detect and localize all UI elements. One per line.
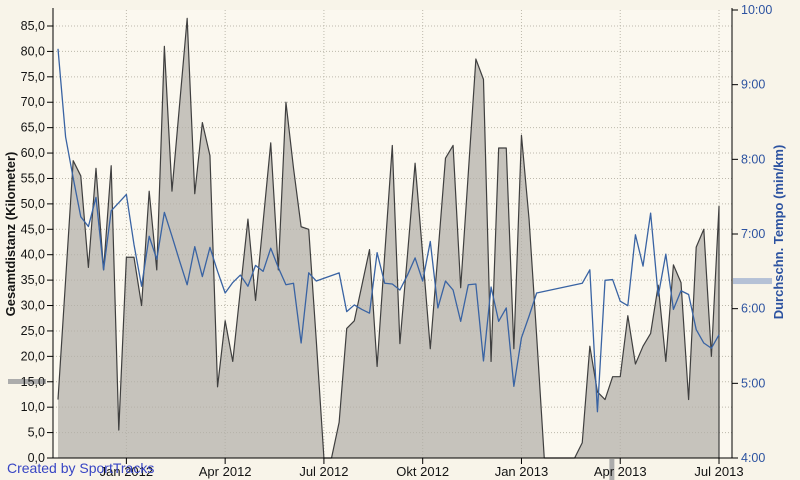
left-tick-label: 40,0 [21,248,45,262]
axes [47,8,738,464]
right-axis-marker [733,278,772,285]
right-tick-label: 9:00 [741,78,765,92]
left-tick-label: 10,0 [21,400,45,414]
x-tick-label: Apr 2012 [199,464,252,479]
x-tick-label: Apr 2013 [594,464,647,479]
left-tick-label: 35,0 [21,273,45,287]
right-tick-label: 4:00 [741,451,765,465]
left-tick-label: 60,0 [21,146,45,160]
left-tick-label: 75,0 [21,70,45,84]
distance-area-series [57,17,720,459]
left-axis-marker [8,379,46,385]
left-tick-label: 0,0 [28,451,45,465]
x-tick-label: Jan 2012 [100,464,154,479]
x-tick-label: Okt 2012 [396,464,449,479]
left-tick-label: 85,0 [21,19,45,33]
left-tick-label: 30,0 [21,299,45,313]
left-tick-label: 50,0 [21,197,45,211]
tick-labels: 0,0 5,0 10,0 15,0 20,0 25,0 30,0 35,0 40,0 45,0 50… [21,3,773,479]
x-axis-marker [609,459,615,480]
watermark: Created by SportTracks [7,460,155,476]
right-axis-title: Durchschn. Tempo (min/km) [771,145,786,320]
x-tick-label: Jul 2013 [694,464,743,479]
distance-area-fill [58,18,719,459]
distance-area-outline [57,17,720,459]
right-tick-label: 7:00 [741,227,765,241]
left-tick-label: 45,0 [21,222,45,236]
left-tick-label: 80,0 [21,44,45,58]
right-tick-label: 10:00 [741,3,772,17]
right-tick-label: 5:00 [741,376,765,390]
right-tick-label: 8:00 [741,152,765,166]
x-tick-label: Jul 2012 [299,464,348,479]
left-tick-label: 55,0 [21,171,45,185]
left-tick-label: 25,0 [21,324,45,338]
right-tick-label: 6:00 [741,302,765,316]
left-tick-label: 5,0 [28,426,45,440]
x-tick-label: Jan 2013 [495,464,549,479]
pace-line [57,48,720,413]
left-axis-title: Gesamtdistanz (Kilometer) [3,152,18,317]
left-tick-label: 65,0 [21,121,45,135]
left-tick-label: 20,0 [21,349,45,363]
axis-markers [8,278,772,480]
left-tick-label: 15,0 [21,375,45,389]
left-tick-label: 70,0 [21,95,45,109]
pace-line-series [57,48,720,413]
